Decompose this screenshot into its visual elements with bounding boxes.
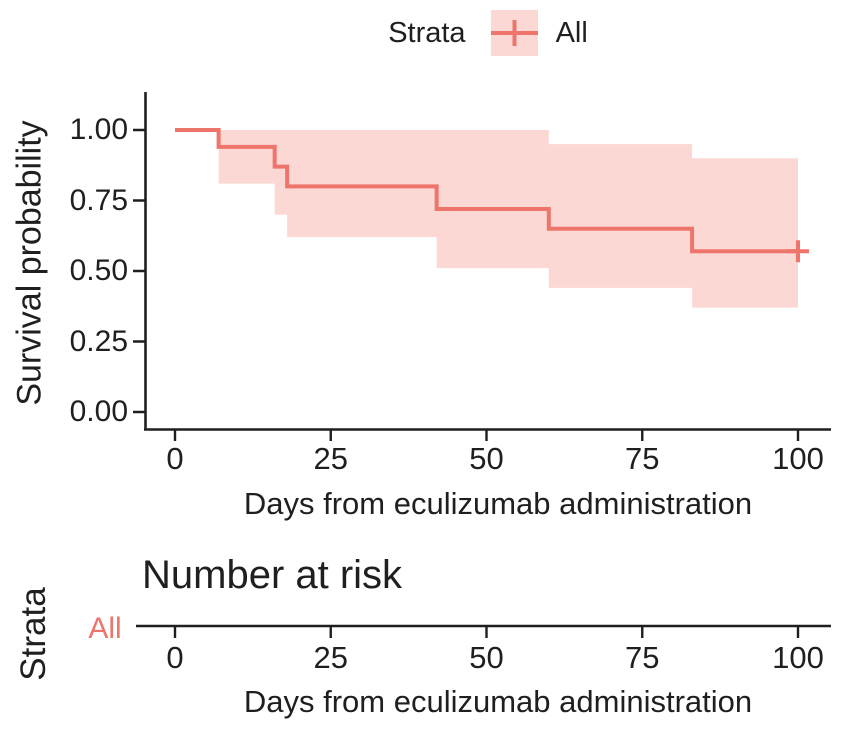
y-axis-ticks <box>133 128 145 414</box>
x-tick-label: 25 <box>313 441 348 476</box>
risk-x-tick-label: 100 <box>772 640 824 675</box>
x-tick-label: 75 <box>625 441 660 476</box>
censor-mark <box>787 240 809 263</box>
risk-x-tick-label: 75 <box>625 640 660 675</box>
y-tick-label: 0.25 <box>69 324 128 358</box>
y-tick-label: 0.75 <box>69 183 128 217</box>
risk-axis-ticks <box>173 626 800 638</box>
y-tick-label: 0.50 <box>69 254 128 287</box>
x-axis-ticks <box>173 429 800 441</box>
x-axis-title: Days from eculizumab administration <box>243 486 753 521</box>
y-tick-label: 0.00 <box>69 395 128 428</box>
censor-plus-icon <box>490 20 538 46</box>
risk-x-axis-title: Days from eculizumab administration <box>243 684 753 719</box>
legend-entry-all: All <box>555 16 588 49</box>
legend-key-all <box>490 10 538 56</box>
survival-curve <box>175 128 798 254</box>
risk-x-tick-label: 0 <box>166 640 184 675</box>
x-tick-label: 50 <box>469 441 504 476</box>
legend-title: Strata <box>388 16 466 49</box>
risk-x-tick-label: 25 <box>313 640 348 675</box>
x-tick-label: 0 <box>166 441 184 476</box>
risk-x-tick-label: 50 <box>469 640 504 675</box>
y-tick-label: 1.00 <box>69 113 128 146</box>
risk-table-strata-label: Strata <box>14 587 53 681</box>
confidence-band <box>218 130 799 308</box>
risk-table-title: Number at risk <box>142 553 403 597</box>
legend: Strata All <box>145 9 831 57</box>
risk-table-row-label-all: All <box>88 612 122 645</box>
x-tick-label: 100 <box>772 441 824 476</box>
